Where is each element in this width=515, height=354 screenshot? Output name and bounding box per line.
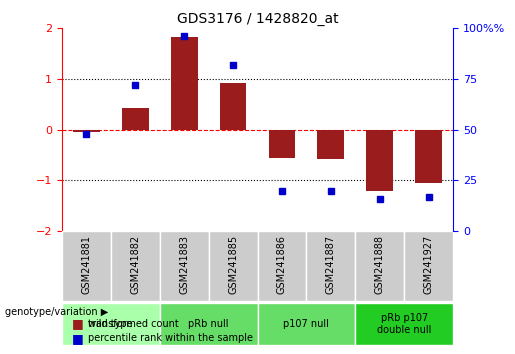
Text: GSM241881: GSM241881: [81, 235, 91, 293]
Bar: [73, 130, 100, 132]
Title: GDS3176 / 1428820_at: GDS3176 / 1428820_at: [177, 12, 338, 26]
FancyBboxPatch shape: [258, 303, 355, 344]
Text: GSM241888: GSM241888: [375, 235, 385, 293]
FancyBboxPatch shape: [209, 231, 258, 301]
Text: ■: ■: [72, 332, 84, 344]
Bar: [366, 130, 393, 190]
Text: wild type: wild type: [89, 319, 133, 329]
Text: GSM241886: GSM241886: [277, 235, 287, 293]
FancyBboxPatch shape: [306, 231, 355, 301]
Text: GSM241927: GSM241927: [424, 235, 434, 294]
Bar: [219, 83, 247, 130]
Text: p107 null: p107 null: [283, 319, 330, 329]
Text: genotype/variation ▶: genotype/variation ▶: [5, 307, 108, 316]
Text: transformed count: transformed count: [88, 319, 178, 329]
FancyBboxPatch shape: [258, 231, 306, 301]
FancyBboxPatch shape: [404, 231, 453, 301]
Text: percentile rank within the sample: percentile rank within the sample: [88, 333, 252, 343]
Bar: [122, 108, 149, 130]
Text: pRb null: pRb null: [188, 319, 229, 329]
Bar: [170, 38, 198, 130]
Text: GSM241885: GSM241885: [228, 235, 238, 294]
FancyBboxPatch shape: [62, 303, 160, 344]
FancyBboxPatch shape: [355, 231, 404, 301]
FancyBboxPatch shape: [111, 231, 160, 301]
Bar: [268, 130, 296, 158]
Bar: [415, 130, 442, 183]
Bar: [317, 130, 345, 159]
Text: GSM241887: GSM241887: [326, 235, 336, 294]
Text: ■: ■: [72, 318, 84, 330]
Text: pRb p107
double null: pRb p107 double null: [377, 313, 432, 335]
FancyBboxPatch shape: [160, 231, 209, 301]
FancyBboxPatch shape: [355, 303, 453, 344]
FancyBboxPatch shape: [62, 231, 111, 301]
FancyBboxPatch shape: [160, 303, 258, 344]
Text: GSM241882: GSM241882: [130, 235, 140, 294]
Text: GSM241883: GSM241883: [179, 235, 189, 293]
